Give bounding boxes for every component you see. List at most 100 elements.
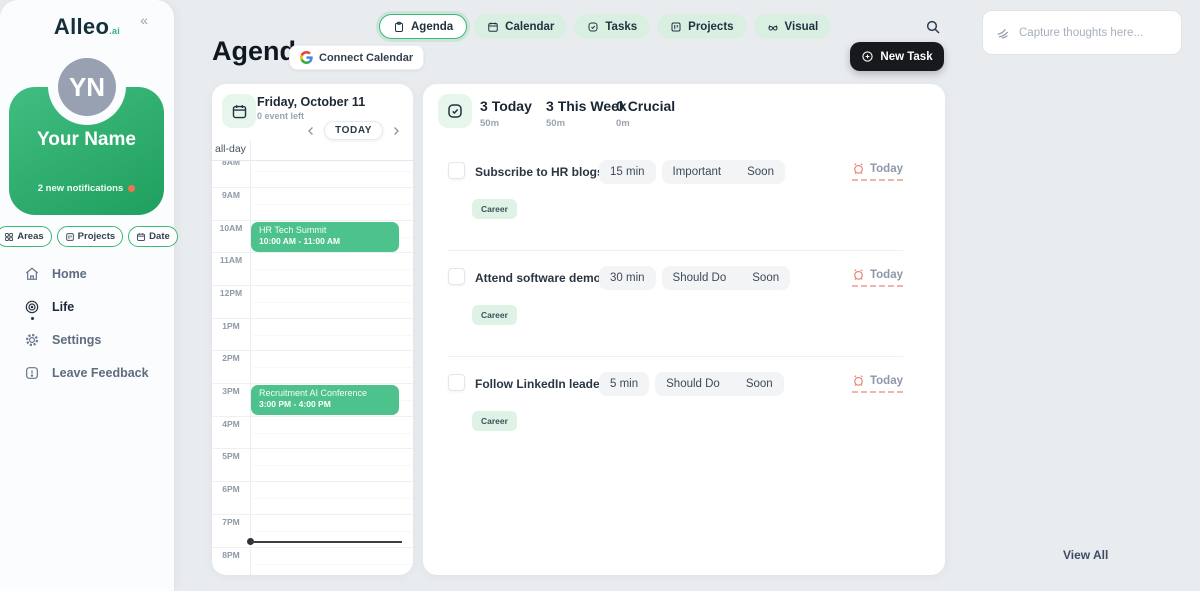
calendar-event[interactable]: Recruitment AI Conference 3:00 PM - 4:00… [251,385,399,415]
tab-agenda[interactable]: Agenda [379,14,468,39]
hour-row: 9AM [212,187,413,220]
google-g-icon [300,51,313,64]
task-row[interactable]: Follow LinkedIn leaders 5 min Should Do … [448,372,903,468]
top-nav-tabs: Agenda Calendar Tasks Projects Visual [379,14,832,39]
hour-label: 8PM [222,550,240,560]
tasks-panel: 3 Today 50m 3 This Week 50m 0 Crucial 0m… [423,84,945,575]
due-badge[interactable]: Today [851,268,903,287]
kanban-icon [671,22,681,31]
calendar-hour-grid: 8AM 9AM 10AM 11AM 12PM 1PM 2PM 3PM 4PM 5… [212,161,413,575]
task-checkbox[interactable] [448,374,465,391]
filter-label: Date [149,231,170,242]
hour-row: 5PM [212,448,413,481]
hour-row: 8AM [212,161,413,187]
due-label: Today [869,162,903,175]
logo-text: Alleo [53,14,110,39]
duration-pill[interactable]: 15 min [599,160,656,184]
next-day-button[interactable] [389,124,403,138]
duration-pill[interactable]: 30 min [599,266,656,290]
sidebar-item-home[interactable]: Home [24,264,149,284]
hour-label: 6PM [222,484,240,494]
search-button[interactable] [925,19,943,37]
tab-projects[interactable]: Projects [657,14,747,39]
all-day-row: all-day [212,140,413,161]
hour-label: 5PM [222,451,240,461]
notification-dot-icon [128,184,136,192]
hour-label: 4PM [222,419,240,429]
filter-date-button[interactable]: Date [128,226,178,247]
time-column-divider [250,140,251,575]
task-title: Subscribe to HR blogs [475,165,604,179]
alarm-clock-icon [854,163,863,175]
sidebar-item-settings[interactable]: Settings [24,330,149,350]
tab-label: Calendar [505,20,555,33]
hour-row: 7PM [212,514,413,547]
sidebar-item-leave-feedback[interactable]: Leave Feedback [24,363,149,383]
filter-label: Areas [17,231,44,242]
task-tag[interactable]: Career [472,305,517,325]
tab-label: Projects [688,20,734,33]
new-task-button[interactable]: New Task [850,42,944,71]
tab-tasks[interactable]: Tasks [574,14,651,39]
priority-label: Should Do [666,378,720,390]
sidebar-collapse-icon[interactable]: « [140,12,148,28]
task-row[interactable]: Attend software demo 30 min Should Do So… [448,266,903,362]
gear-icon [25,333,39,347]
task-row[interactable]: Subscribe to HR blogs 15 min Important S… [448,160,903,256]
sidebar-nav: Home Life Settings Leave Feedback [24,264,149,383]
event-title: Recruitment AI Conference [259,388,368,398]
priority-label: Important [672,166,722,178]
capture-thoughts-input[interactable] [1019,26,1169,39]
task-checkbox[interactable] [448,162,465,179]
duration-pill[interactable]: 5 min [599,372,650,396]
task-tag[interactable]: Career [472,411,517,431]
view-all-link[interactable]: View All [1063,548,1109,562]
task-checkbox[interactable] [448,268,465,285]
current-time-dot [247,538,254,545]
category-grid-icon [5,232,14,241]
tab-label: Visual [784,20,819,33]
filter-projects-button[interactable]: Projects [56,226,124,247]
sidebar-item-label: Leave Feedback [52,366,149,380]
active-dot [31,316,34,320]
notifications-link[interactable]: 2 new notifications [9,183,164,194]
summary-duration: 0m [616,118,630,129]
tab-calendar[interactable]: Calendar [474,14,568,39]
current-time-bar [251,541,402,543]
today-button[interactable]: TODAY [324,121,383,140]
calendar-icon [232,104,246,118]
summary-label: This Week [557,98,627,114]
due-badge[interactable]: Today [851,162,903,181]
all-day-label: all-day [215,143,246,155]
sidebar: Alleo.ai « Your Name 2 new notifications… [0,0,178,591]
row-divider [448,356,903,357]
calendar-event[interactable]: HR Tech Summit 10:00 AM - 11:00 AM [251,222,399,252]
due-label: Today [869,268,903,281]
hour-label: 9AM [222,190,240,200]
prev-day-button[interactable] [304,124,318,138]
alarm-clock-icon [854,269,863,281]
connect-calendar-button[interactable]: Connect Calendar [289,45,425,70]
filter-areas-button[interactable]: Areas [0,226,52,247]
app-logo[interactable]: Alleo.ai [0,14,174,40]
task-tag[interactable]: Career [472,199,517,219]
priority-pill[interactable]: Important Soon [661,160,785,184]
task-pills: 5 min Should Do Soon [599,372,784,396]
task-title: Attend software demo [475,271,602,285]
event-time: 3:00 PM - 4:00 PM [259,399,331,409]
pen-strokes-icon [997,28,1009,39]
filter-label: Projects [77,231,116,242]
calendar-events-left: 0 event left [257,111,305,121]
hour-label: 1PM [222,321,240,331]
avatar[interactable]: YN [58,58,116,116]
sidebar-item-label: Settings [52,333,102,347]
tab-visual[interactable]: Visual [753,14,832,39]
due-badge[interactable]: Today [851,374,903,393]
summary-duration: 50m [546,118,566,129]
summary-this-week: 3 This Week 50m [546,98,627,129]
priority-pill[interactable]: Should Do Soon [655,372,784,396]
hour-row: 12PM [212,285,413,318]
priority-pill[interactable]: Should Do Soon [661,266,791,290]
sidebar-item-life[interactable]: Life [24,297,149,320]
